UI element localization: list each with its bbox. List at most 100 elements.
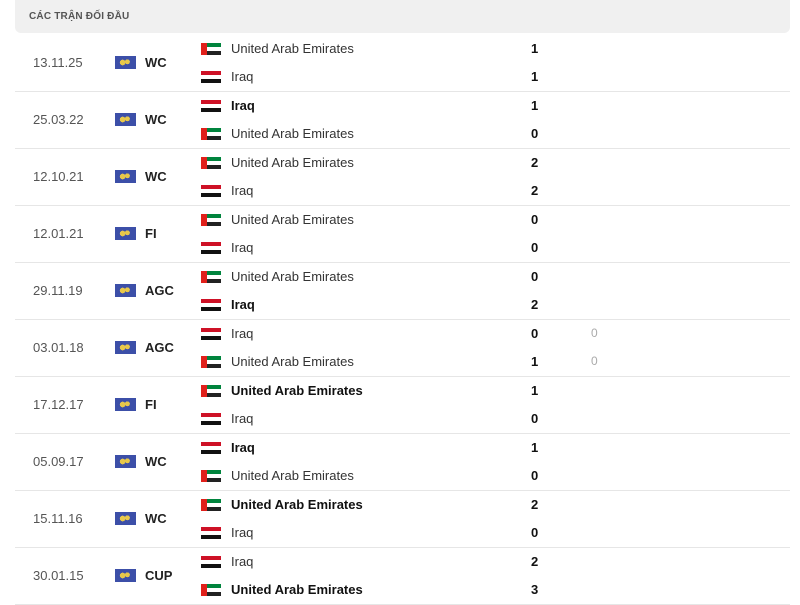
home-team: United Arab Emirates 0: [201, 210, 601, 230]
away-team: United Arab Emirates 0: [201, 466, 601, 486]
away-team: United Arab Emirates 3: [201, 580, 601, 600]
team-score: 0: [531, 326, 539, 341]
competition-icon: [115, 170, 136, 183]
iraq-flag-icon: [201, 242, 221, 254]
competition-code: FI: [145, 226, 157, 241]
competition-icon: [115, 284, 136, 297]
match-row[interactable]: 12.01.21 FI United Arab Emirates 0 Iraq …: [15, 205, 790, 263]
match-date: 30.01.15: [33, 568, 84, 583]
home-team: Iraq 2: [201, 552, 601, 572]
team-score: 0: [531, 411, 539, 426]
team-name: Iraq: [231, 297, 255, 312]
match-row[interactable]: 05.09.17 WC Iraq 1 United Arab Emirates …: [15, 433, 790, 491]
uae-flag-icon: [201, 584, 221, 596]
team-name: United Arab Emirates: [231, 354, 354, 369]
team-score: 2: [531, 297, 539, 312]
team-score: 0: [531, 212, 539, 227]
uae-flag-icon: [201, 128, 221, 140]
team-score: 1: [531, 354, 539, 369]
team-name: Iraq: [231, 440, 255, 455]
match-row[interactable]: 03.01.18 AGC Iraq 0 0 United Arab Emirat…: [15, 319, 790, 377]
team-name: United Arab Emirates: [231, 212, 354, 227]
match-row[interactable]: 29.11.19 AGC United Arab Emirates 0 Iraq…: [15, 262, 790, 320]
section-header: CÁC TRẬN ĐỐI ĐẦU: [15, 0, 790, 33]
team-score: 1: [531, 98, 539, 113]
match-row[interactable]: 25.03.22 WC Iraq 1 United Arab Emirates …: [15, 91, 790, 149]
penalty-score: 0: [591, 354, 598, 368]
match-row[interactable]: 17.12.17 FI United Arab Emirates 1 Iraq …: [15, 376, 790, 434]
team-score: 3: [531, 582, 539, 597]
match-row[interactable]: 13.11.25 WC United Arab Emirates 1 Iraq …: [15, 34, 790, 92]
uae-flag-icon: [201, 385, 221, 397]
competition-code: AGC: [145, 283, 174, 298]
team-score: 2: [531, 183, 539, 198]
team-name: United Arab Emirates: [231, 497, 363, 512]
home-team: Iraq 1: [201, 438, 601, 458]
team-name: United Arab Emirates: [231, 155, 354, 170]
team-score: 1: [531, 383, 539, 398]
competition-icon: [115, 227, 136, 240]
team-score: 0: [531, 525, 539, 540]
team-name: United Arab Emirates: [231, 582, 363, 597]
iraq-flag-icon: [201, 556, 221, 568]
team-score: 2: [531, 155, 539, 170]
team-name: Iraq: [231, 98, 255, 113]
competition-icon: [115, 512, 136, 525]
iraq-flag-icon: [201, 328, 221, 340]
competition-icon: [115, 569, 136, 582]
iraq-flag-icon: [201, 185, 221, 197]
team-score: 2: [531, 497, 539, 512]
competition-icon: [115, 113, 136, 126]
competition-icon: [115, 56, 136, 69]
match-date: 12.01.21: [33, 226, 84, 241]
away-team: United Arab Emirates 0: [201, 124, 601, 144]
uae-flag-icon: [201, 157, 221, 169]
match-date: 05.09.17: [33, 454, 84, 469]
home-team: Iraq 1: [201, 96, 601, 116]
away-team: Iraq 2: [201, 181, 601, 201]
team-name: United Arab Emirates: [231, 269, 354, 284]
iraq-flag-icon: [201, 442, 221, 454]
away-team: Iraq 0: [201, 523, 601, 543]
home-team: United Arab Emirates 2: [201, 495, 601, 515]
competition-code: FI: [145, 397, 157, 412]
team-score: 0: [531, 468, 539, 483]
team-name: Iraq: [231, 326, 254, 341]
competition-icon: [115, 455, 136, 468]
match-row[interactable]: 12.10.21 WC United Arab Emirates 2 Iraq …: [15, 148, 790, 206]
competition-code: WC: [145, 169, 167, 184]
away-team: Iraq 0: [201, 409, 601, 429]
match-date: 03.01.18: [33, 340, 84, 355]
match-date: 17.12.17: [33, 397, 84, 412]
penalty-score: 0: [591, 326, 598, 340]
away-team: Iraq 0: [201, 238, 601, 258]
home-team: United Arab Emirates 0: [201, 267, 601, 287]
uae-flag-icon: [201, 271, 221, 283]
iraq-flag-icon: [201, 527, 221, 539]
competition-code: WC: [145, 454, 167, 469]
competition-code: AGC: [145, 340, 174, 355]
home-team: United Arab Emirates 2: [201, 153, 601, 173]
match-row[interactable]: 30.01.15 CUP Iraq 2 United Arab Emirates…: [15, 547, 790, 605]
match-date: 13.11.25: [33, 55, 83, 70]
team-name: Iraq: [231, 554, 254, 569]
team-name: Iraq: [231, 183, 254, 198]
team-score: 0: [531, 126, 539, 141]
iraq-flag-icon: [201, 71, 221, 83]
competition-code: WC: [145, 511, 167, 526]
team-score: 1: [531, 41, 539, 56]
competition-icon: [115, 398, 136, 411]
uae-flag-icon: [201, 214, 221, 226]
competition-icon: [115, 341, 136, 354]
home-team: United Arab Emirates 1: [201, 381, 601, 401]
match-date: 12.10.21: [33, 169, 84, 184]
uae-flag-icon: [201, 470, 221, 482]
uae-flag-icon: [201, 43, 221, 55]
team-score: 1: [531, 69, 539, 84]
away-team: United Arab Emirates 1 0: [201, 352, 601, 372]
competition-code: CUP: [145, 568, 173, 583]
team-name: Iraq: [231, 411, 254, 426]
competition-code: WC: [145, 55, 167, 70]
iraq-flag-icon: [201, 299, 221, 311]
match-row[interactable]: 15.11.16 WC United Arab Emirates 2 Iraq …: [15, 490, 790, 548]
